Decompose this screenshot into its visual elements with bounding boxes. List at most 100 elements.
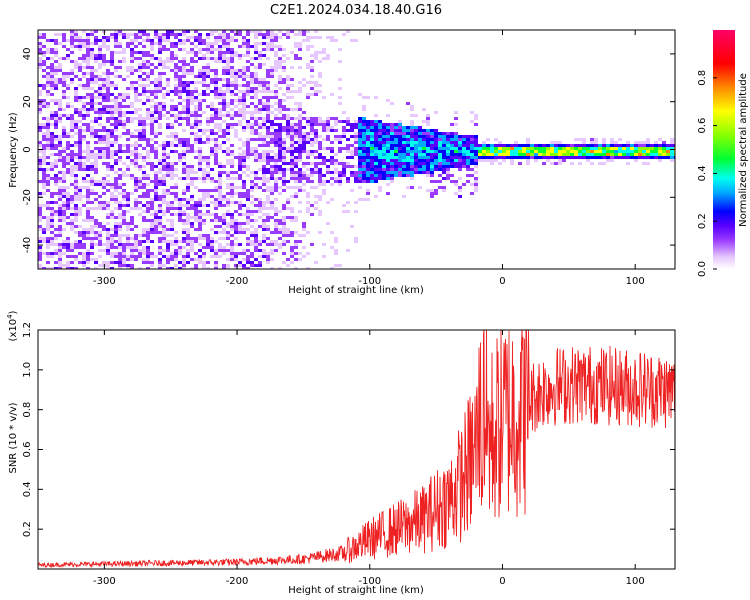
spectrogram-cell: [54, 210, 58, 213]
spectrogram-cell: [58, 153, 62, 156]
spectrogram-cell: [86, 39, 90, 42]
spectrogram-cell: [306, 138, 310, 141]
spectrogram-cell: [38, 237, 42, 240]
spectrogram-cell: [106, 168, 110, 171]
spectrogram-cell: [106, 39, 110, 42]
spectrogram-cell: [38, 45, 42, 48]
spectrogram-cell: [158, 180, 162, 183]
spectrogram-cell: [406, 153, 410, 156]
spectrogram-cell: [38, 129, 42, 132]
spectrogram-cell: [430, 144, 434, 147]
spectrogram-cell: [150, 240, 154, 243]
spectrogram-cell: [462, 156, 466, 159]
spectrogram-cell: [638, 147, 642, 150]
spectrogram-cell: [122, 210, 126, 213]
spectrogram-cell: [86, 195, 90, 198]
spectrogram-cell: [258, 252, 262, 255]
spectrogram-cell: [66, 114, 70, 117]
spectrogram-cell: [206, 63, 210, 66]
spectrogram-cell: [550, 147, 554, 150]
spectrogram-cell: [174, 252, 178, 255]
spectrogram-cell: [214, 144, 218, 147]
spectrogram-cell: [194, 135, 198, 138]
spectrogram-cell: [170, 45, 174, 48]
spectrogram-cell: [158, 42, 162, 45]
spectrogram-cell: [118, 93, 122, 96]
spectrogram-cell: [146, 108, 150, 111]
spectrogram-cell: [62, 159, 66, 162]
spectrogram-cell: [218, 204, 222, 207]
spectrogram-cell: [254, 258, 258, 261]
spectrogram-cell: [450, 150, 454, 153]
spectrogram-cell: [98, 117, 102, 120]
spectrogram-cell: [414, 150, 418, 153]
spectrogram-cell: [106, 183, 110, 186]
spectrogram-cell: [490, 156, 494, 159]
spectrogram-cell: [270, 156, 274, 159]
spectrogram-cell: [294, 180, 298, 183]
spectrogram-cell: [134, 39, 138, 42]
spectrogram-cell: [82, 237, 86, 240]
spectrogram-cell: [202, 48, 206, 51]
spectrogram-cell: [118, 201, 122, 204]
spectrogram-cell: [46, 231, 50, 234]
spectrogram-cell: [122, 111, 126, 114]
spectrogram-cell: [194, 150, 198, 153]
spectrogram-cell: [46, 144, 50, 147]
spectrogram-cell: [258, 102, 262, 105]
spectrogram-cell: [102, 207, 106, 210]
spectrogram-cell: [446, 144, 450, 147]
spectrogram-cell: [62, 186, 66, 189]
spectrogram-cell: [274, 48, 278, 51]
spectrogram-cell: [278, 141, 282, 144]
spectrogram-cell: [66, 105, 70, 108]
spectrogram-cell: [198, 102, 202, 105]
spectrogram-cell: [38, 159, 42, 162]
spectrogram-cell: [154, 54, 158, 57]
spectrogram-cell: [338, 177, 342, 180]
spectrogram-cell: [162, 162, 166, 165]
spectrogram-cell: [186, 252, 190, 255]
spectrogram-cell: [318, 117, 322, 120]
spectrogram-cell: [238, 33, 242, 36]
spectrogram-cell: [234, 72, 238, 75]
spectrogram-cell: [290, 237, 294, 240]
spectrogram-cell: [186, 189, 190, 192]
spectrogram-cell: [390, 156, 394, 159]
spectrogram-cell: [186, 111, 190, 114]
spectrogram-cell: [194, 114, 198, 117]
spectrogram-cell: [162, 237, 166, 240]
spectrogram-cell: [146, 192, 150, 195]
spectrogram-cell: [166, 240, 170, 243]
spectrogram-cell: [642, 153, 646, 156]
spectrogram-cell: [402, 171, 406, 174]
spectrogram-cell: [70, 201, 74, 204]
spectrogram-cell: [226, 153, 230, 156]
spectrogram-cell: [382, 153, 386, 156]
spectrogram-cell: [426, 165, 430, 168]
spectrogram-cell: [110, 111, 114, 114]
spectrogram-cell: [658, 138, 662, 141]
spectrogram-cell: [382, 171, 386, 174]
spectrogram-cell: [258, 255, 262, 258]
spectrogram-cell: [102, 96, 106, 99]
spectrogram-cell: [98, 147, 102, 150]
spectrogram-cell: [234, 111, 238, 114]
spectrogram-cell: [170, 60, 174, 63]
spectrogram-cell: [146, 96, 150, 99]
spectrogram-cell: [246, 129, 250, 132]
spectrogram-cell: [54, 237, 58, 240]
spectrogram-cell: [262, 180, 266, 183]
spectrogram-cell: [102, 99, 106, 102]
spectrogram-cell: [470, 174, 474, 177]
spectrogram-cell: [234, 153, 238, 156]
spectrogram-cell: [42, 84, 46, 87]
spectrogram-cell: [154, 189, 158, 192]
spectrogram-cell: [110, 243, 114, 246]
spectrogram-cell: [182, 240, 186, 243]
spectrogram-cell: [98, 183, 102, 186]
spectrogram-cell: [362, 117, 366, 120]
spectrogram-cell: [422, 129, 426, 132]
spectrogram-cell: [82, 204, 86, 207]
spectrogram-cell: [74, 81, 78, 84]
